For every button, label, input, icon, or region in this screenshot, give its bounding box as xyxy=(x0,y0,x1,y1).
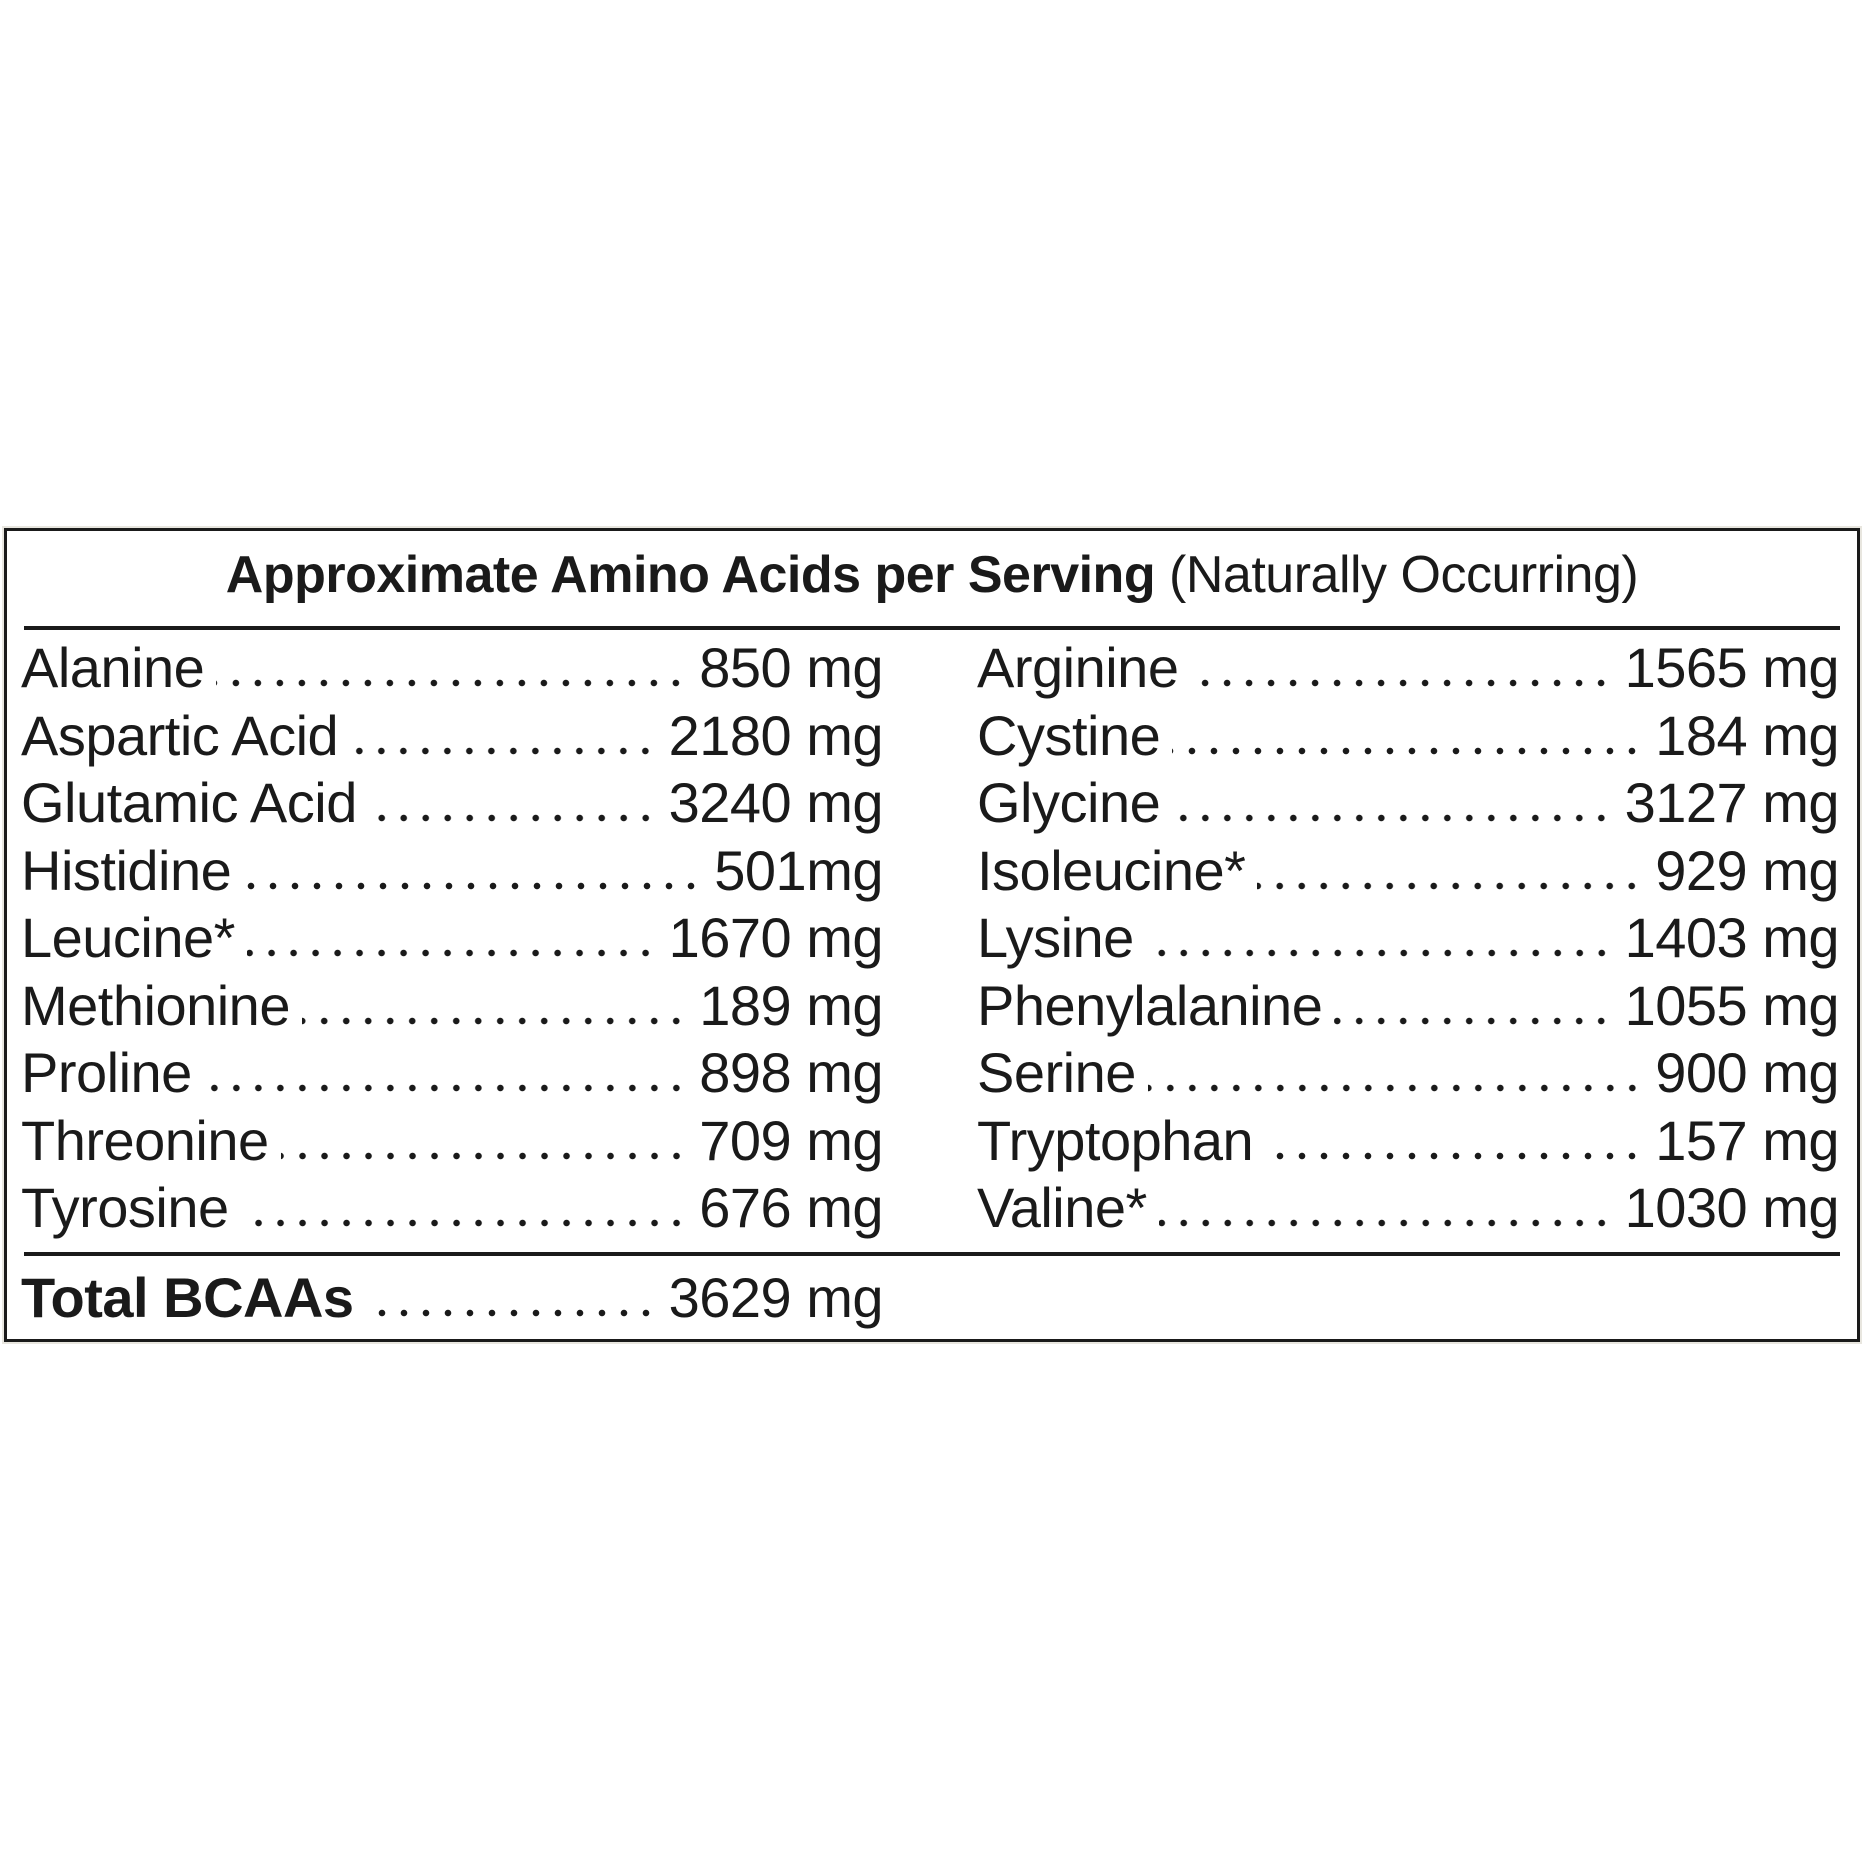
dot-leader xyxy=(1158,1219,1613,1227)
ingredient-row: Aspartic Acid 2180 mg xyxy=(21,702,884,770)
ingredient-name: Cystine xyxy=(977,703,1161,767)
ingredient-row: Total BCAAs 3629 mg xyxy=(21,1264,884,1332)
ingredient-row: Phenylalanine 1055 mg xyxy=(977,972,1840,1040)
ingredient-amount: 898 mg xyxy=(699,1041,883,1104)
ingredient-name: Aspartic Acid xyxy=(21,703,339,767)
ingredient-row: Isoleucine* 929 mg xyxy=(977,837,1839,905)
ingredient-row: Methionine 189 mg xyxy=(21,972,883,1040)
ingredient-name: Histidine xyxy=(21,838,232,902)
ingredient-row: Cystine 184 mg xyxy=(977,702,1839,770)
dot-leader xyxy=(246,949,657,957)
dot-leader xyxy=(240,1219,688,1227)
ingredient-amount: 3629 mg xyxy=(668,1266,884,1329)
dot-leader xyxy=(280,1151,688,1160)
ingredient-row: Serine 900 mg xyxy=(977,1039,1839,1107)
ingredient-amount: 184 mg xyxy=(1655,703,1839,767)
ingredient-row: Threonine 709 mg xyxy=(21,1107,883,1175)
ingredient-amount: 3240 mg xyxy=(668,771,884,834)
ingredient-row: Tryptophan 157 mg xyxy=(977,1107,1839,1175)
dot-leader xyxy=(1172,746,1644,755)
ingredient-amount: 1403 mg xyxy=(1624,906,1840,969)
ingredient-amount: 2180 mg xyxy=(668,703,884,767)
ingredient-name: Serine xyxy=(977,1041,1136,1104)
ingredient-name: Lysine xyxy=(977,906,1134,969)
ingredient-name: Tryptophan xyxy=(977,1108,1254,1172)
ingredient-row: Glutamic Acid 3240 mg xyxy=(21,769,884,837)
ingredient-amount: 850 mg xyxy=(699,636,883,699)
ingredient-name: Tyrosine xyxy=(21,1176,229,1239)
dot-leader xyxy=(1147,1084,1644,1092)
ingredient-row: Alanine 850 mg xyxy=(21,634,883,702)
ingredient-amount: 900 mg xyxy=(1655,1041,1839,1104)
ingredient-name: Total BCAAs xyxy=(21,1266,354,1329)
ingredient-amount: 1670 mg xyxy=(668,906,884,969)
ingredient-name: Alanine xyxy=(21,636,205,699)
amino-acid-panel: Approximate Amino Acids per Serving (Nat… xyxy=(4,528,1860,1342)
ingredient-amount: 676 mg xyxy=(699,1176,883,1239)
dot-leader xyxy=(1257,881,1644,890)
ingredient-name: Valine* xyxy=(977,1176,1147,1239)
ingredient-row: Valine* 1030 mg xyxy=(977,1174,1840,1242)
ingredient-row: Lysine 1403 mg xyxy=(977,904,1840,972)
dot-leader xyxy=(243,881,703,890)
ingredient-name: Isoleucine* xyxy=(977,838,1246,902)
ingredient-name: Glutamic Acid xyxy=(21,771,357,834)
dot-leader xyxy=(301,1016,688,1025)
ingredient-amount: 501mg xyxy=(714,838,883,902)
ingredient-name: Threonine xyxy=(21,1108,269,1172)
ingredient-amount: 1055 mg xyxy=(1624,973,1840,1037)
ingredient-name: Methionine xyxy=(21,973,290,1037)
title-regular: (Naturally Occurring) xyxy=(1169,546,1639,604)
ingredient-name: Glycine xyxy=(977,771,1161,834)
dot-leader xyxy=(1265,1151,1644,1160)
dot-leader xyxy=(368,814,657,822)
ingredient-row: Histidine 501mg xyxy=(21,837,883,905)
ingredient-row: Tyrosine 676 mg xyxy=(21,1174,883,1242)
dot-leader xyxy=(1145,949,1613,957)
panel-title: Approximate Amino Acids per Serving (Nat… xyxy=(7,545,1857,605)
dot-leader xyxy=(1172,814,1613,822)
ingredient-row: Proline 898 mg xyxy=(21,1039,883,1107)
ingredient-name: Phenylalanine xyxy=(977,973,1323,1037)
ingredient-amount: 1030 mg xyxy=(1624,1176,1840,1239)
ingredient-amount: 929 mg xyxy=(1655,838,1839,902)
title-bold: Approximate Amino Acids per Serving xyxy=(225,546,1156,604)
dot-leader xyxy=(216,679,688,687)
dot-leader xyxy=(203,1084,688,1092)
dot-leader xyxy=(350,746,657,755)
ingredient-row: Leucine* 1670 mg xyxy=(21,904,884,972)
dot-leader xyxy=(1334,1016,1613,1025)
bottom-rule xyxy=(24,1252,1840,1256)
ingredient-amount: 189 mg xyxy=(699,973,883,1037)
ingredient-row: Glycine 3127 mg xyxy=(977,769,1840,837)
ingredient-amount: 1565 mg xyxy=(1624,636,1840,699)
ingredient-name: Proline xyxy=(21,1041,192,1104)
ingredient-amount: 157 mg xyxy=(1655,1108,1839,1172)
top-rule xyxy=(24,626,1840,630)
dot-leader xyxy=(365,1309,657,1317)
ingredient-row: Arginine 1565 mg xyxy=(977,634,1840,702)
ingredient-amount: 709 mg xyxy=(699,1108,883,1172)
dot-leader xyxy=(1190,679,1613,687)
ingredient-name: Arginine xyxy=(977,636,1179,699)
ingredient-name: Leucine* xyxy=(21,906,235,969)
ingredient-amount: 3127 mg xyxy=(1624,771,1840,834)
